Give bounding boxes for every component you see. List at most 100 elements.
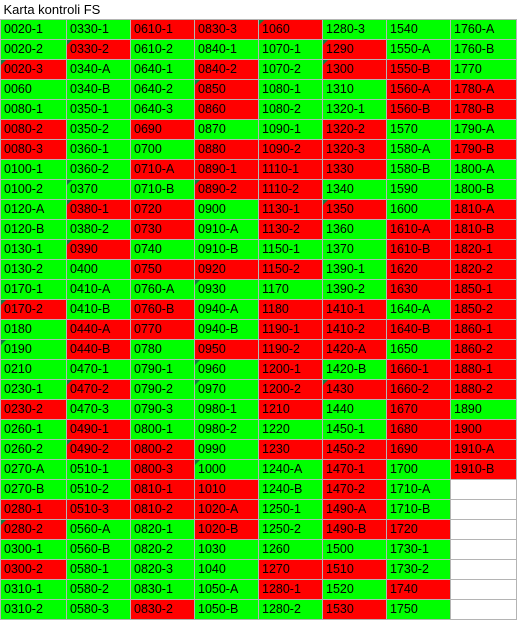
cell-0900[interactable]: 0900 — [194, 199, 259, 220]
cell-1860-2[interactable]: 1860-2 — [450, 339, 517, 360]
cell-1690[interactable]: 1690 — [386, 439, 451, 460]
cell-1210[interactable]: 1210 — [258, 399, 323, 420]
cell-1810-a[interactable]: 1810-A — [450, 199, 517, 220]
cell-1780-a[interactable]: 1780-A — [450, 79, 517, 100]
cell-1560-b[interactable]: 1560-B — [386, 99, 451, 120]
cell-1190-1[interactable]: 1190-1 — [258, 319, 323, 340]
cell-0890-1[interactable]: 0890-1 — [194, 159, 259, 180]
cell-0780[interactable]: 0780 — [130, 339, 195, 360]
cell-1860-1[interactable]: 1860-1 — [450, 319, 517, 340]
cell-1660-1[interactable]: 1660-1 — [386, 359, 451, 380]
cell-1010[interactable]: 1010 — [194, 479, 259, 500]
cell-1390-2[interactable]: 1390-2 — [322, 279, 387, 300]
cell-0170-1[interactable]: 0170-1 — [0, 279, 67, 300]
cell-0060[interactable]: 0060 — [0, 79, 67, 100]
cell-1060[interactable]: 1060 — [258, 19, 323, 40]
cell-1490-a[interactable]: 1490-A — [322, 499, 387, 520]
cell-1650[interactable]: 1650 — [386, 339, 451, 360]
cell-1130-1[interactable]: 1130-1 — [258, 199, 323, 220]
cell-0970[interactable]: 0970 — [194, 379, 259, 400]
cell-0820-1[interactable]: 0820-1 — [130, 519, 195, 540]
cell-1280-3[interactable]: 1280-3 — [322, 19, 387, 40]
empty-cell[interactable] — [450, 559, 517, 580]
cell-1430[interactable]: 1430 — [322, 379, 387, 400]
cell-0120-a[interactable]: 0120-A — [0, 199, 67, 220]
cell-0330-1[interactable]: 0330-1 — [66, 19, 131, 40]
cell-0920[interactable]: 0920 — [194, 259, 259, 280]
cell-0370[interactable]: 0370 — [66, 179, 131, 200]
cell-1350[interactable]: 1350 — [322, 199, 387, 220]
cell-0440-b[interactable]: 0440-B — [66, 339, 131, 360]
cell-1610-b[interactable]: 1610-B — [386, 239, 451, 260]
cell-0100-2[interactable]: 0100-2 — [0, 179, 67, 200]
cell-0340-b[interactable]: 0340-B — [66, 79, 131, 100]
cell-1200-2[interactable]: 1200-2 — [258, 379, 323, 400]
cell-0730[interactable]: 0730 — [130, 219, 195, 240]
cell-0080-2[interactable]: 0080-2 — [0, 119, 67, 140]
cell-1090-2[interactable]: 1090-2 — [258, 139, 323, 160]
cell-0800-1[interactable]: 0800-1 — [130, 419, 195, 440]
cell-1450-1[interactable]: 1450-1 — [322, 419, 387, 440]
cell-0910-a[interactable]: 0910-A — [194, 219, 259, 240]
cell-1780-b[interactable]: 1780-B — [450, 99, 517, 120]
cell-1560-a[interactable]: 1560-A — [386, 79, 451, 100]
cell-0790-3[interactable]: 0790-3 — [130, 399, 195, 420]
cell-0560-a[interactable]: 0560-A — [66, 519, 131, 540]
cell-0230-2[interactable]: 0230-2 — [0, 399, 67, 420]
cell-0380-2[interactable]: 0380-2 — [66, 219, 131, 240]
cell-0890-2[interactable]: 0890-2 — [194, 179, 259, 200]
cell-0930[interactable]: 0930 — [194, 279, 259, 300]
cell-0870[interactable]: 0870 — [194, 119, 259, 140]
cell-1820-2[interactable]: 1820-2 — [450, 259, 517, 280]
cell-1080-1[interactable]: 1080-1 — [258, 79, 323, 100]
cell-0940-b[interactable]: 0940-B — [194, 319, 259, 340]
cell-0470-1[interactable]: 0470-1 — [66, 359, 131, 380]
cell-1000[interactable]: 1000 — [194, 459, 259, 480]
cell-1020-a[interactable]: 1020-A — [194, 499, 259, 520]
cell-1580-a[interactable]: 1580-A — [386, 139, 451, 160]
cell-1360[interactable]: 1360 — [322, 219, 387, 240]
cell-0280-1[interactable]: 0280-1 — [0, 499, 67, 520]
cell-0360-2[interactable]: 0360-2 — [66, 159, 131, 180]
cell-1220[interactable]: 1220 — [258, 419, 323, 440]
cell-1450-2[interactable]: 1450-2 — [322, 439, 387, 460]
cell-1070-1[interactable]: 1070-1 — [258, 39, 323, 60]
cell-1240-a[interactable]: 1240-A — [258, 459, 323, 480]
cell-1170[interactable]: 1170 — [258, 279, 323, 300]
cell-0640-2[interactable]: 0640-2 — [130, 79, 195, 100]
cell-0410-a[interactable]: 0410-A — [66, 279, 131, 300]
cell-1510[interactable]: 1510 — [322, 559, 387, 580]
cell-0860[interactable]: 0860 — [194, 99, 259, 120]
cell-0790-2[interactable]: 0790-2 — [130, 379, 195, 400]
cell-0510-1[interactable]: 0510-1 — [66, 459, 131, 480]
cell-1370[interactable]: 1370 — [322, 239, 387, 260]
cell-0810-2[interactable]: 0810-2 — [130, 499, 195, 520]
cell-0490-1[interactable]: 0490-1 — [66, 419, 131, 440]
cell-1030[interactable]: 1030 — [194, 539, 259, 560]
cell-0190[interactable]: 0190 — [0, 339, 67, 360]
cell-0640-3[interactable]: 0640-3 — [130, 99, 195, 120]
cell-1600[interactable]: 1600 — [386, 199, 451, 220]
cell-1850-1[interactable]: 1850-1 — [450, 279, 517, 300]
cell-1680[interactable]: 1680 — [386, 419, 451, 440]
cell-0720[interactable]: 0720 — [130, 199, 195, 220]
cell-1080-2[interactable]: 1080-2 — [258, 99, 323, 120]
cell-1810-b[interactable]: 1810-B — [450, 219, 517, 240]
cell-0800-3[interactable]: 0800-3 — [130, 459, 195, 480]
cell-1730-2[interactable]: 1730-2 — [386, 559, 451, 580]
cell-1580-b[interactable]: 1580-B — [386, 159, 451, 180]
cell-1440[interactable]: 1440 — [322, 399, 387, 420]
cell-0270-a[interactable]: 0270-A — [0, 459, 67, 480]
cell-0610-2[interactable]: 0610-2 — [130, 39, 195, 60]
sheet-title[interactable]: Karta kontroli FS — [0, 0, 517, 20]
cell-1760-b[interactable]: 1760-B — [450, 39, 517, 60]
cell-0760-b[interactable]: 0760-B — [130, 299, 195, 320]
cell-0440-a[interactable]: 0440-A — [66, 319, 131, 340]
cell-0710-a[interactable]: 0710-A — [130, 159, 195, 180]
cell-1200-1[interactable]: 1200-1 — [258, 359, 323, 380]
cell-0310-1[interactable]: 0310-1 — [0, 579, 67, 600]
cell-1900[interactable]: 1900 — [450, 419, 517, 440]
cell-1420-b[interactable]: 1420-B — [322, 359, 387, 380]
empty-cell[interactable] — [450, 599, 517, 620]
cell-0340-a[interactable]: 0340-A — [66, 59, 131, 80]
